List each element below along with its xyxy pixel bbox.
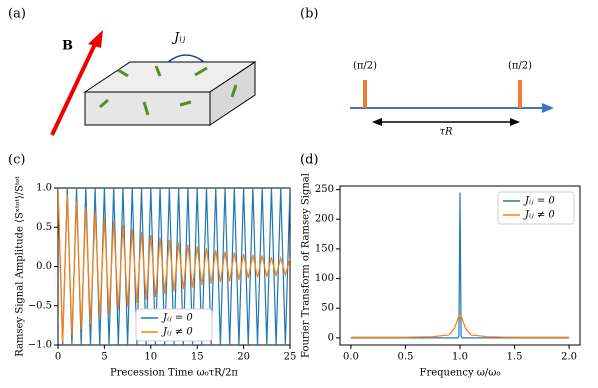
field-label: B xyxy=(62,39,73,54)
legend-label: Jᵢⱼ = 0 xyxy=(523,196,555,207)
series-line xyxy=(350,192,570,339)
y-tick-label: 150 xyxy=(315,243,334,254)
x-axis-label: Frequency ω/ω₀ xyxy=(420,368,501,379)
series-line xyxy=(350,313,570,338)
legend-label: Jᵢⱼ ≠ 0 xyxy=(523,210,555,221)
panel-label: (b) xyxy=(300,7,318,22)
legend-box xyxy=(497,191,575,225)
y-tick-label: 50 xyxy=(321,303,334,314)
y-tick-label: −0.5 xyxy=(28,300,52,311)
pulse-label: (π/2) xyxy=(353,61,377,72)
y-axis-label: Ramsey Signal Amplitude ⟨Sˣᵗᵒᵗ⟩/Sᵗᵒᵗ xyxy=(15,176,26,357)
y-tick-label: 200 xyxy=(315,214,334,225)
y-tick-label: 0.5 xyxy=(36,222,52,233)
legend-label: Jᵢⱼ ≠ 0 xyxy=(161,327,193,338)
y-tick-label: 0.0 xyxy=(36,261,52,272)
y-tick-label: 100 xyxy=(315,273,334,284)
x-tick-label: 1.0 xyxy=(452,352,468,363)
panel-label: (c) xyxy=(8,153,25,168)
x-tick-label: 2.0 xyxy=(561,352,577,363)
diagram-b: (π/2) (π/2) τR xyxy=(350,61,554,138)
legend-box xyxy=(135,308,213,342)
x-axis-label: Precession Time ω₀τR/2π xyxy=(110,368,238,379)
x-tick-label: 25 xyxy=(284,352,297,363)
y-tick-label: 1.0 xyxy=(36,183,52,194)
series-line xyxy=(58,188,290,342)
x-tick-label: 10 xyxy=(144,352,157,363)
legend-label: Jᵢⱼ = 0 xyxy=(161,313,193,324)
y-tick-label: 250 xyxy=(315,184,334,195)
x-tick-label: 15 xyxy=(191,352,204,363)
interval-label: τR xyxy=(439,127,453,138)
x-tick-label: 20 xyxy=(237,352,250,363)
x-tick-label: 1.5 xyxy=(507,352,523,363)
y-tick-label: 0 xyxy=(328,332,334,343)
diagram-a: B Jᵢⱼ xyxy=(50,30,257,136)
y-tick-label: −1.0 xyxy=(28,340,52,351)
x-tick-label: 0.0 xyxy=(343,352,359,363)
pulse-label: (π/2) xyxy=(508,61,532,72)
x-tick-label: 0 xyxy=(55,352,61,363)
coupling-label: Jᵢⱼ xyxy=(171,31,186,46)
panel-label: (a) xyxy=(8,7,26,22)
panel-label: (d) xyxy=(300,153,318,168)
x-tick-label: 0.5 xyxy=(398,352,414,363)
x-tick-label: 5 xyxy=(101,352,107,363)
y-axis-label: Fourier Transform of Ramsey Signal xyxy=(301,173,312,358)
